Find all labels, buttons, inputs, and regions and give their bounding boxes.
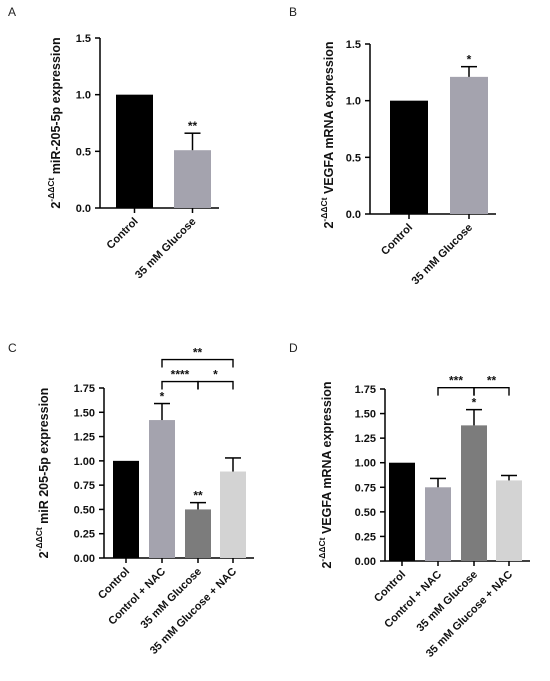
panel-letter-d: D [289, 341, 298, 355]
x-tick-label: Control [104, 216, 140, 252]
bracket-significance-label: *** [449, 374, 463, 388]
y-tick-label: 1.25 [74, 432, 95, 444]
y-axis-title-text: miR 205-5p expression [37, 388, 51, 528]
comparison-bracket [197, 380, 234, 390]
y-tick-label: 0.00 [355, 556, 376, 568]
bar [425, 487, 451, 561]
y-tick-label: 0.5 [346, 152, 361, 164]
y-tick-label: 0.25 [355, 531, 376, 543]
significance-label: ** [188, 119, 198, 133]
panel-b-chart: 2-ΔΔCt VEGFA mRNA expression 0.0 0.5 1.0 1.5… [319, 39, 496, 287]
x-tick-label: Control [379, 222, 415, 258]
panel-c-chart: 2-ΔΔCt miR 205-5p expression 0.00 0.25 0.50… [34, 346, 254, 657]
y-tick-label: 0.50 [355, 507, 376, 519]
y-axis-title: 2-ΔΔCt VEGFA mRNA expression [319, 41, 336, 228]
x-tick-label: 35 mM Glucose [139, 566, 205, 632]
comparison-bracket [437, 386, 475, 396]
bar [496, 480, 522, 561]
y-tick-label: 0.25 [74, 529, 95, 541]
significance-label: ** [193, 489, 203, 503]
x-tick-label: 35 mM Glucose [133, 216, 199, 282]
y-axis-title-text: VEGFA mRNA expression [322, 41, 336, 197]
x-tick-label: Control [372, 569, 408, 605]
comparison-bracket [473, 386, 510, 396]
panel-letter-c: C [8, 341, 17, 355]
comparison-bracket [161, 358, 234, 368]
y-tick-label: 0.0 [76, 203, 91, 215]
bracket-significance-label: * [213, 368, 218, 382]
y-tick-label: 0.75 [74, 480, 95, 492]
bracket-significance-label: ** [487, 374, 497, 388]
y-axis-title-text: miR-205-5p expression [49, 37, 63, 177]
panel-letter-a: A [8, 5, 16, 19]
y-axis-title-base: 2 [322, 222, 336, 229]
bar [461, 425, 487, 561]
significance-label: * [467, 53, 472, 67]
y-tick-label: 1.50 [355, 409, 376, 421]
bar [450, 76, 488, 214]
y-axis-title: 2-ΔΔCt VEGFA mRNA expression [317, 381, 334, 568]
y-tick-label: 1.0 [76, 90, 91, 102]
significance-label: * [472, 396, 477, 410]
bar [113, 460, 139, 558]
y-tick-label: 0.00 [74, 553, 95, 565]
y-tick-label: 1.00 [74, 456, 95, 468]
y-axis-title-superscript: -ΔΔCt [317, 537, 327, 561]
y-axis-title-superscript: -ΔΔCt [34, 527, 44, 551]
y-tick-label: 0.50 [74, 504, 95, 516]
y-axis-title-base: 2 [49, 202, 63, 209]
bracket-significance-label: ** [193, 346, 203, 360]
y-tick-label: 1.00 [355, 458, 376, 470]
y-tick-label: 0.5 [76, 146, 91, 158]
y-axis-title-base: 2 [37, 551, 51, 558]
bar [390, 100, 428, 214]
significance-label: * [160, 390, 165, 404]
y-axis-title-base: 2 [320, 562, 334, 569]
bar [116, 94, 153, 208]
panel-a-chart: 2-ΔΔCt miR-205-5p expression 0.0 0.5 1.0 1.5… [46, 33, 219, 281]
comparison-bracket [161, 380, 199, 390]
bar [149, 420, 175, 558]
bar [185, 509, 211, 558]
y-axis-title-superscript: -ΔΔCt [319, 197, 329, 221]
y-axis-title-text: VEGFA mRNA expression [320, 381, 334, 537]
panel-d-chart: 2-ΔΔCt VEGFA mRNA expression 0.00 0.25 0.50… [317, 374, 530, 660]
y-tick-label: 1.5 [76, 33, 91, 45]
panel-letter-b: B [289, 5, 297, 19]
y-tick-label: 1.5 [346, 39, 361, 51]
y-axis-title: 2-ΔΔCt miR-205-5p expression [46, 37, 63, 208]
y-tick-label: 0.0 [346, 209, 361, 221]
y-tick-label: 1.75 [74, 383, 95, 395]
x-tick-label: Control [96, 566, 132, 602]
bar [220, 471, 246, 558]
y-axis-title: 2-ΔΔCt miR 205-5p expression [34, 388, 51, 559]
x-tick-label: 35 mM Glucose [410, 222, 476, 288]
y-tick-label: 1.75 [355, 384, 376, 396]
y-tick-label: 1.50 [74, 407, 95, 419]
y-tick-label: 1.0 [346, 96, 361, 108]
x-tick-label: 35 mM Glucose [415, 569, 481, 635]
bar [174, 150, 211, 208]
y-tick-label: 1.25 [355, 433, 376, 445]
y-axis-title-superscript: -ΔΔCt [46, 178, 56, 202]
bracket-significance-label: **** [171, 368, 190, 382]
bar [389, 462, 415, 561]
y-tick-label: 0.75 [355, 482, 376, 494]
